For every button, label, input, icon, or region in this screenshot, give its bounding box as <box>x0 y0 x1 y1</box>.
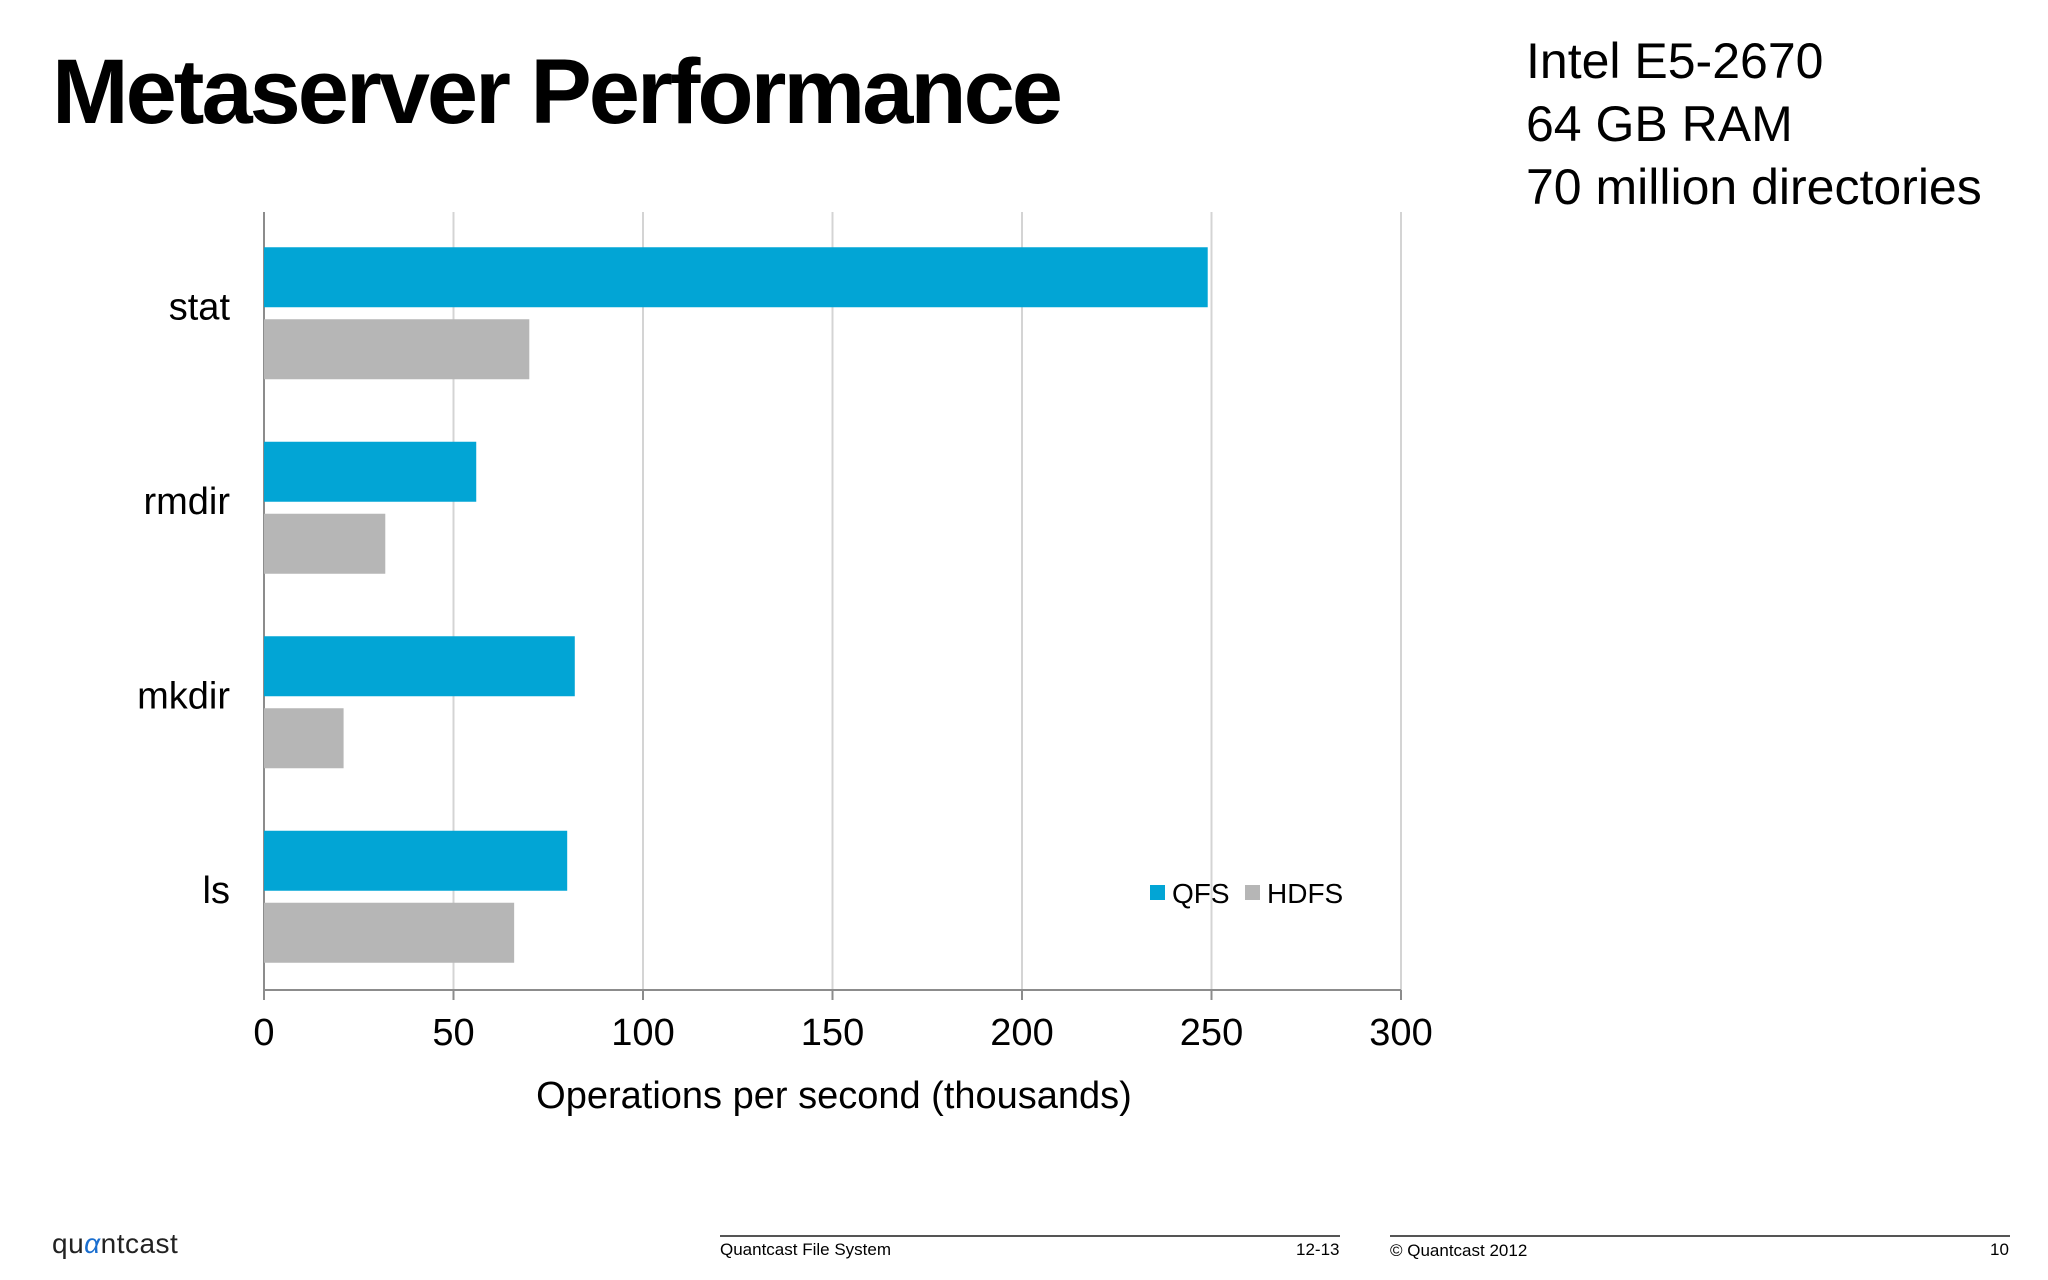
category-labels: stat rmdir mkdir ls <box>137 286 230 912</box>
category-label: ls <box>203 870 230 912</box>
spec-ram: 64 GB RAM <box>1526 96 1793 152</box>
category-label: stat <box>169 286 231 328</box>
legend-label-qfs: QFS <box>1172 878 1230 909</box>
x-tick-label: 300 <box>1369 1012 1432 1054</box>
category-label: rmdir <box>143 481 230 523</box>
spec-cpu: Intel E5-2670 <box>1526 33 1824 89</box>
footer-copyright: © Quantcast 2012 <box>1390 1241 1528 1260</box>
bar-qfs-stat <box>264 247 1208 308</box>
bar-hdfs-ls <box>264 902 515 963</box>
quantcast-logo: quαntcast <box>52 1228 179 1259</box>
footer-rule-left <box>720 1235 1340 1237</box>
footer-product: Quantcast File System <box>720 1240 892 1259</box>
bar-qfs-ls <box>264 830 568 891</box>
x-tick-labels: 0 50 100 150 200 250 300 <box>253 1012 1432 1054</box>
legend-swatch-hdfs <box>1245 885 1260 900</box>
category-label: mkdir <box>137 675 230 717</box>
footer-date: 12-13 <box>1296 1240 1340 1259</box>
bar-hdfs-rmdir <box>264 513 386 574</box>
legend: QFS HDFS <box>1150 878 1343 909</box>
x-tick-label: 200 <box>990 1012 1053 1054</box>
x-tick-label: 0 <box>253 1012 274 1054</box>
x-tick-label: 100 <box>611 1012 674 1054</box>
footer-page-number: 10 <box>1990 1240 2009 1259</box>
bar-hdfs-stat <box>264 319 530 380</box>
slide-title: Metaserver Performance <box>52 41 1063 143</box>
x-axis-label: Operations per second (thousands) <box>536 1075 1132 1117</box>
bar-qfs-mkdir <box>264 636 575 697</box>
legend-swatch-qfs <box>1150 885 1165 900</box>
spec-directories: 70 million directories <box>1526 159 1982 215</box>
x-tick-label: 250 <box>1180 1012 1243 1054</box>
x-tick-label: 150 <box>801 1012 864 1054</box>
x-tick-label: 50 <box>432 1012 474 1054</box>
hardware-specs: Intel E5-2670 64 GB RAM 70 million direc… <box>1526 30 1982 219</box>
legend-label-hdfs: HDFS <box>1267 878 1343 909</box>
bars <box>264 247 1208 963</box>
bar-hdfs-mkdir <box>264 708 344 769</box>
bar-qfs-rmdir <box>264 441 477 502</box>
footer-rule-right <box>1390 1235 2010 1237</box>
